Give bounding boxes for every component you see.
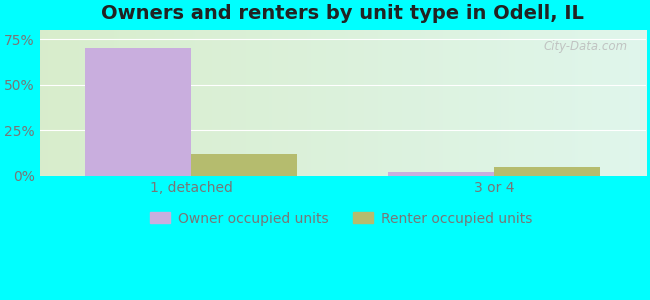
Bar <box>85 48 191 176</box>
Bar <box>388 172 494 176</box>
Title: Owners and renters by unit type in Odell, IL: Owners and renters by unit type in Odell… <box>101 4 584 23</box>
Bar <box>494 167 601 176</box>
Text: City-Data.com: City-Data.com <box>543 40 628 53</box>
Legend: Owner occupied units, Renter occupied units: Owner occupied units, Renter occupied un… <box>149 208 537 230</box>
Bar <box>191 154 297 176</box>
